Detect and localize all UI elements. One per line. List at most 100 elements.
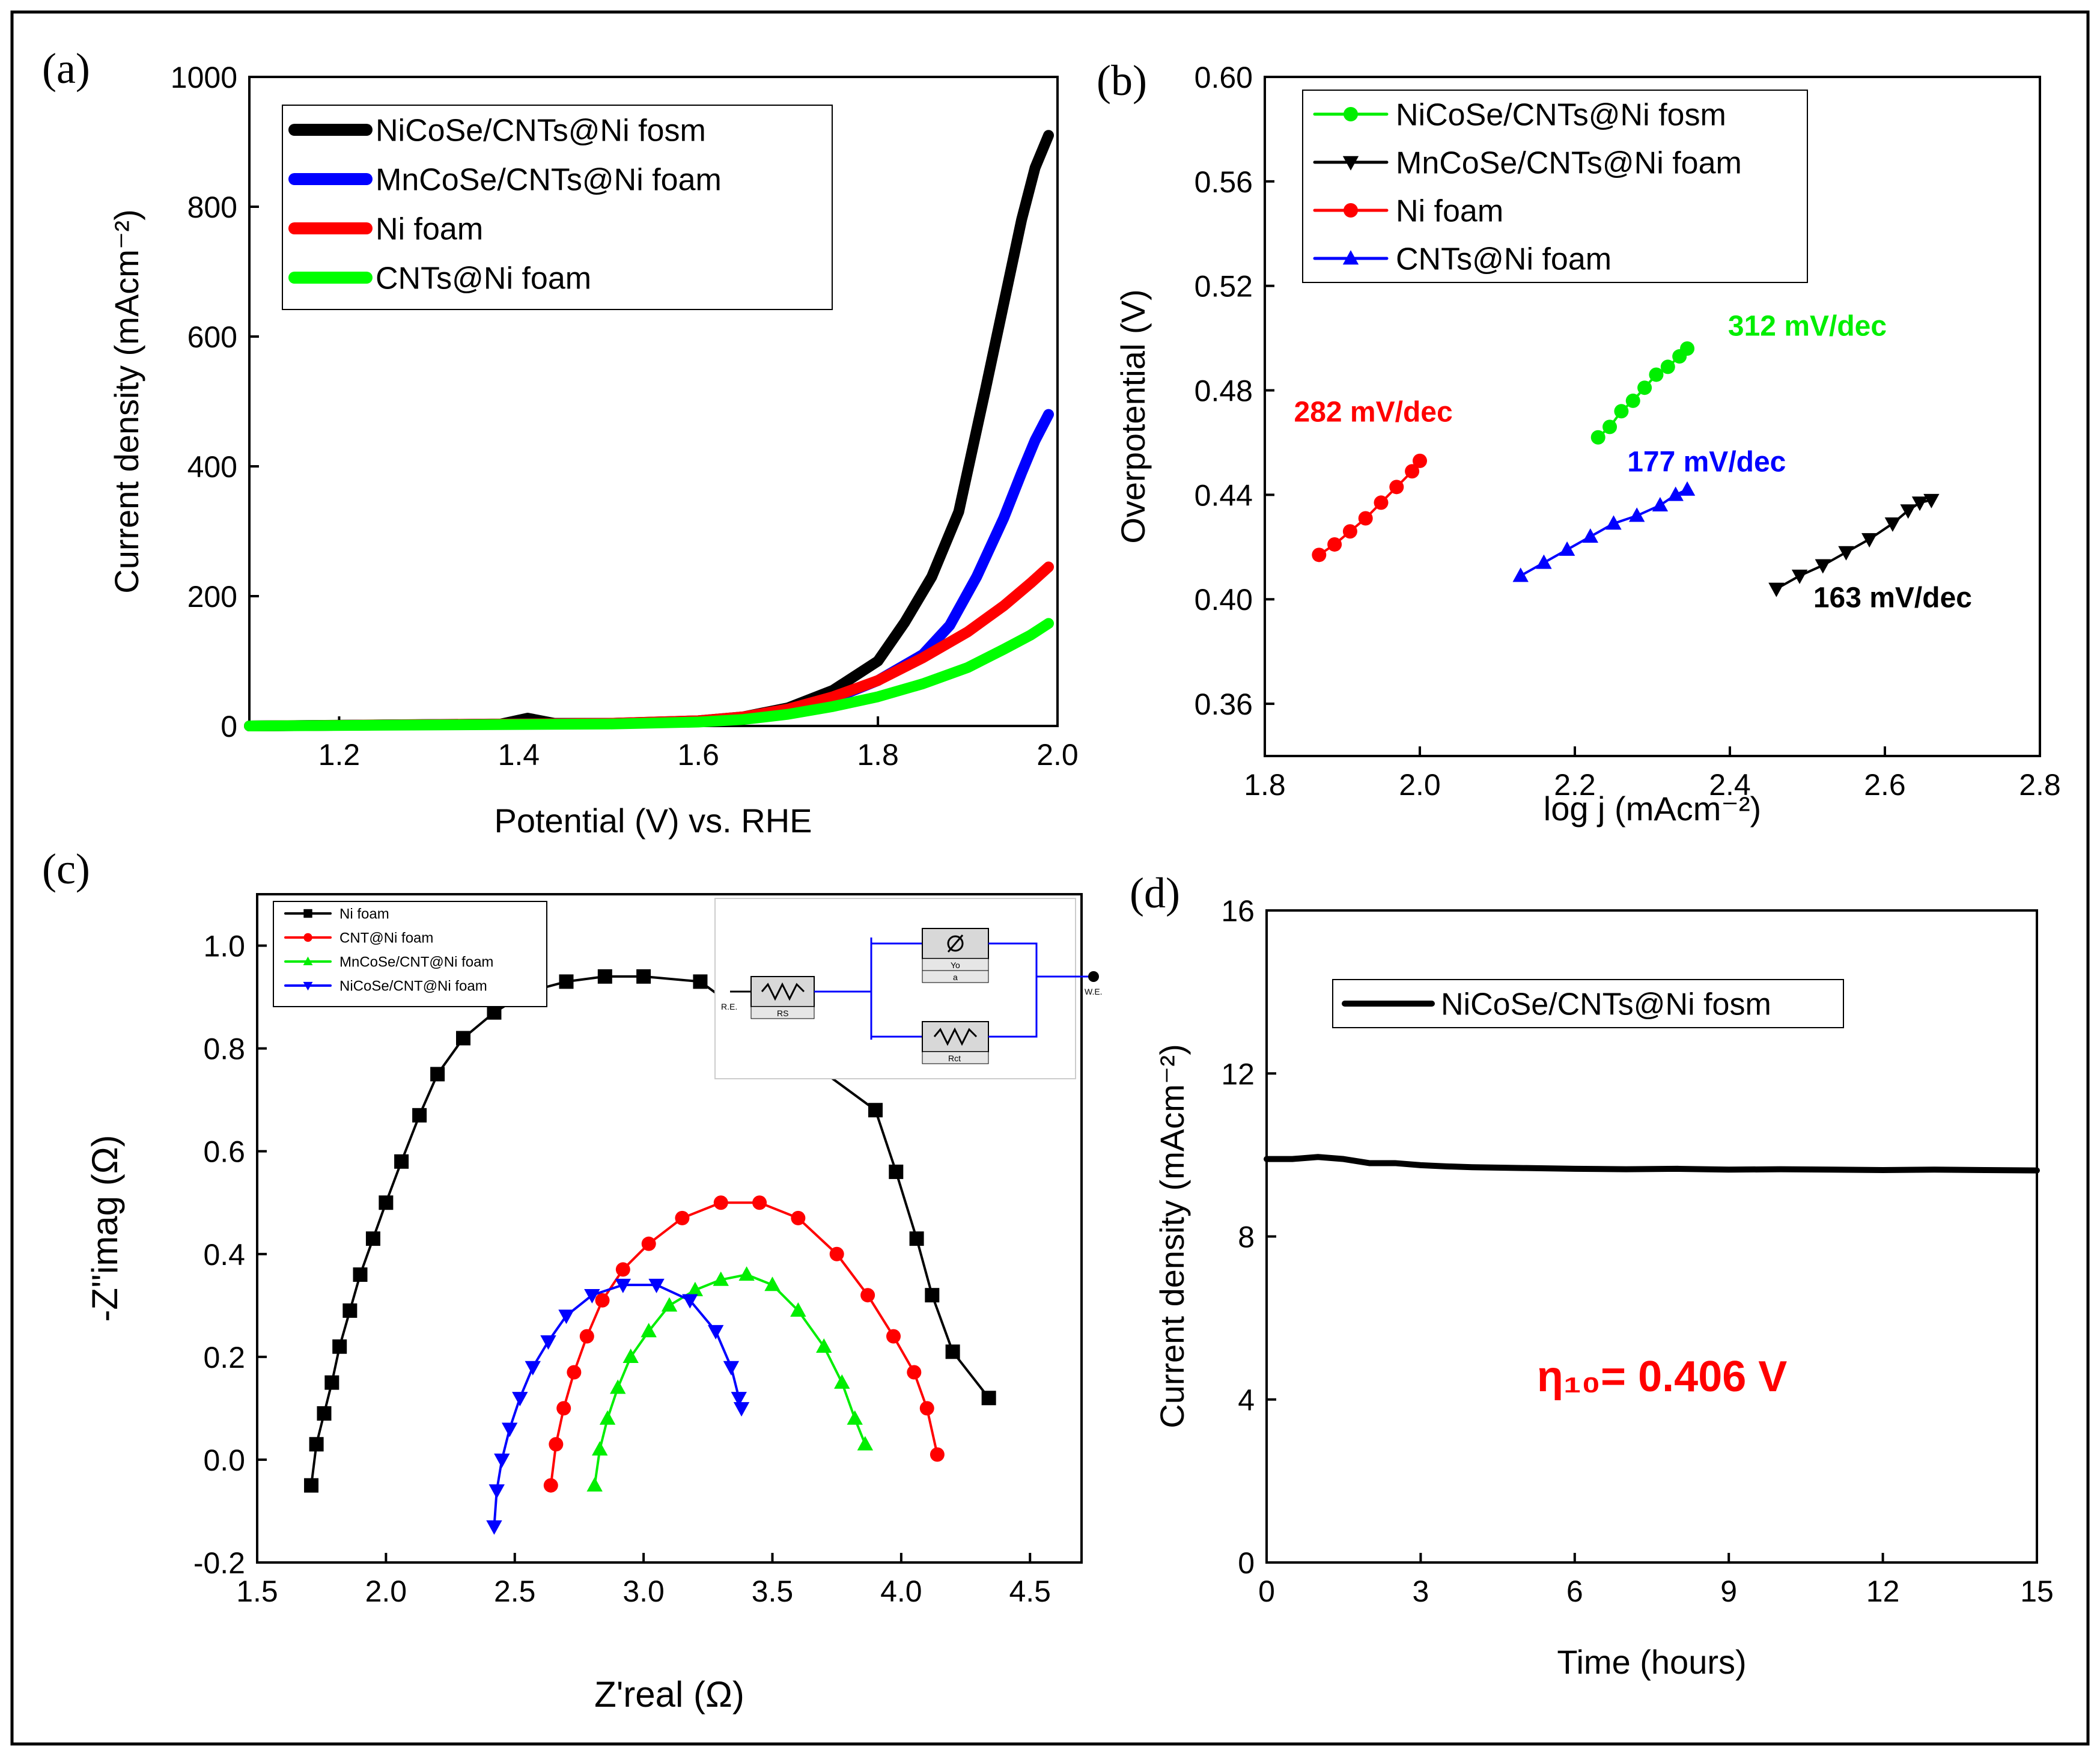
data-point bbox=[1389, 480, 1404, 495]
x-tick-label: 1.4 bbox=[498, 738, 540, 772]
legend-label: NiCoSe/CNT@Ni foam bbox=[339, 978, 487, 995]
x-axis-label: Z'real (Ω) bbox=[594, 1674, 744, 1715]
data-point bbox=[764, 1276, 781, 1291]
cpe-label-box bbox=[922, 970, 989, 983]
data-point bbox=[1405, 464, 1420, 479]
rs-label: RS bbox=[777, 1008, 788, 1018]
y-tick-label: 0.48 bbox=[1195, 374, 1253, 408]
y-tick-label: 0.8 bbox=[203, 1032, 245, 1066]
x-tick-label: 2.6 bbox=[1864, 768, 1906, 802]
legend-label: MnCoSe/CNTs@Ni foam bbox=[376, 163, 722, 198]
y-tick-label: 12 bbox=[1221, 1057, 1255, 1091]
x-tick-label: 2.4 bbox=[1709, 768, 1751, 802]
data-point bbox=[592, 1441, 608, 1456]
y-tick-label: 0.52 bbox=[1195, 270, 1253, 303]
legend-box bbox=[282, 105, 833, 310]
data-point bbox=[909, 1231, 924, 1246]
data-point bbox=[981, 1391, 996, 1406]
data-point bbox=[641, 1236, 656, 1251]
series-line bbox=[593, 1273, 866, 1487]
data-point bbox=[661, 1297, 678, 1312]
legend-label: NiCoSe/CNTs@Ni fosm bbox=[1396, 98, 1726, 133]
x-tick-label: 1.6 bbox=[677, 738, 719, 772]
data-point bbox=[889, 1164, 904, 1179]
x-tick-label: 1.5 bbox=[236, 1575, 278, 1608]
equivalent-circuit-inset: R.E. RS Yo a Rct W.E. bbox=[714, 898, 1103, 1079]
data-point bbox=[584, 1289, 600, 1303]
data-point bbox=[731, 1392, 747, 1407]
legend-label: MnCoSe/CNTs@Ni foam bbox=[1396, 146, 1742, 181]
y-tick-label: 400 bbox=[187, 450, 237, 484]
slope-annotation: 163 mV/dec bbox=[1813, 582, 1972, 614]
data-point bbox=[1923, 493, 1940, 508]
rct-resistor bbox=[922, 1021, 989, 1052]
data-point bbox=[723, 1361, 740, 1376]
data-point bbox=[707, 1325, 724, 1340]
data-point bbox=[693, 974, 708, 989]
data-point bbox=[1911, 496, 1928, 511]
data-point bbox=[586, 1477, 603, 1492]
plot-frame bbox=[1264, 76, 2041, 757]
data-point bbox=[791, 1210, 806, 1225]
data-point bbox=[488, 1484, 505, 1499]
yo-label: Yo bbox=[951, 960, 960, 970]
data-point bbox=[1582, 528, 1598, 543]
x-tick-label: 15 bbox=[2020, 1575, 2054, 1608]
data-point bbox=[1512, 567, 1529, 582]
x-tick-label: 4.5 bbox=[1009, 1575, 1051, 1608]
data-point bbox=[599, 1410, 616, 1425]
x-tick-label: 1.8 bbox=[1244, 768, 1286, 802]
plot-frame bbox=[256, 893, 1083, 1564]
data-point bbox=[1652, 496, 1669, 511]
legend-label: CNT@Ni foam bbox=[339, 930, 433, 947]
data-point bbox=[886, 1329, 901, 1344]
y-tick-label: 16 bbox=[1221, 894, 1255, 928]
legend-marker bbox=[1344, 107, 1358, 121]
y-axis-label: Overpotential (V) bbox=[1114, 289, 1152, 543]
legend-marker bbox=[303, 933, 312, 942]
data-point bbox=[615, 1278, 632, 1293]
slope-annotation: 312 mV/dec bbox=[1728, 310, 1887, 342]
data-point bbox=[597, 969, 612, 984]
slope-annotation: 282 mV/dec bbox=[1294, 397, 1453, 428]
legend-marker bbox=[1342, 156, 1359, 171]
data-point bbox=[1342, 524, 1357, 539]
data-point bbox=[430, 1067, 445, 1082]
data-point bbox=[379, 1195, 394, 1210]
x-tick-label: 2.2 bbox=[1554, 768, 1596, 802]
data-point bbox=[549, 1437, 564, 1452]
legend-label: MnCoSe/CNT@Ni foam bbox=[339, 954, 493, 971]
x-tick-label: 12 bbox=[1866, 1575, 1900, 1608]
data-point bbox=[610, 1379, 626, 1394]
data-point bbox=[1312, 547, 1327, 562]
data-point bbox=[1791, 569, 1808, 584]
y-axis-label: Current density (mAcm⁻²) bbox=[1153, 1044, 1191, 1428]
data-point bbox=[738, 1266, 755, 1281]
rs-label-box bbox=[750, 1006, 815, 1019]
panel-label-d: (d) bbox=[1130, 869, 1180, 917]
y-tick-label: 0 bbox=[221, 710, 237, 743]
x-tick-label: 3.5 bbox=[752, 1575, 794, 1608]
x-tick-label: 1.2 bbox=[318, 738, 361, 772]
x-tick-label: 2.0 bbox=[365, 1575, 407, 1608]
data-point bbox=[641, 1323, 657, 1338]
rs-zigzag bbox=[761, 982, 805, 1001]
chart-panel-d: 0 3 6 9 12 15 0 4 8 12 16 Current density (mAcm⁻²) T… bbox=[1153, 894, 2054, 1681]
y-tick-label: 0.6 bbox=[203, 1135, 245, 1169]
data-point bbox=[309, 1437, 324, 1452]
series-line bbox=[493, 1284, 743, 1528]
data-point bbox=[494, 1453, 510, 1468]
legend-marker bbox=[303, 956, 313, 966]
data-point bbox=[1374, 495, 1389, 510]
rs-resistor bbox=[750, 976, 815, 1007]
data-point bbox=[622, 1349, 639, 1364]
data-point bbox=[486, 1520, 502, 1535]
data-point bbox=[317, 1406, 332, 1421]
legend-marker bbox=[303, 981, 313, 991]
data-point bbox=[332, 1339, 347, 1354]
data-point bbox=[1649, 367, 1664, 382]
y-axis-label: Current density (mAcm⁻²) bbox=[108, 209, 145, 593]
data-point bbox=[930, 1447, 945, 1462]
y-tick-label: 1000 bbox=[171, 61, 237, 94]
y-tick-label: 600 bbox=[187, 320, 237, 354]
